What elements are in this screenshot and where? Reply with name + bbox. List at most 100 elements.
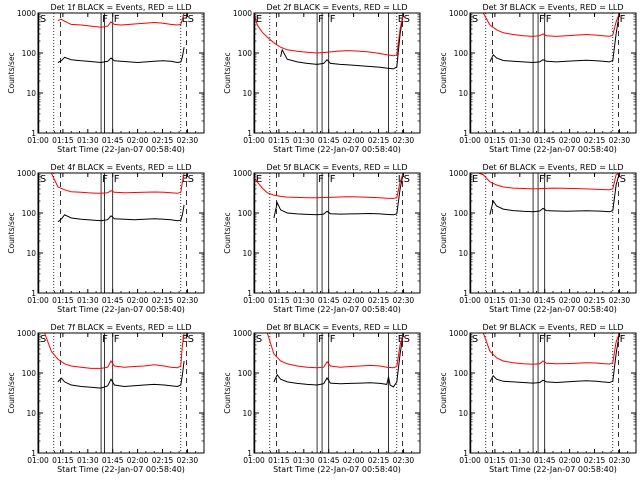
series-lld-line [470,173,620,191]
x-tick-label: 01:15 [52,136,74,145]
y-tick-label: 100 [22,209,37,218]
x-tick-label: 02:15 [152,456,174,465]
y-tick-label: 1000 [449,169,468,178]
marker-label: F [330,334,336,345]
x-tick-label: 02:15 [368,136,390,145]
marker-label: F [318,14,324,25]
x-tick-label: 02:30 [609,136,631,145]
y-tick-label: 1 [463,449,468,458]
y-axis-label: Counts/sec [439,372,448,413]
x-tick-label: 02:30 [177,136,199,145]
panel-title: Det 1f BLACK = Events, RED = LLD [50,3,191,12]
series-lld-line [254,173,404,199]
y-tick-label: 100 [238,369,253,378]
y-tick-label: 100 [238,49,253,58]
y-axis-label: Counts/sec [223,372,232,413]
series-events-line [57,360,185,389]
x-tick-label: 01:45 [534,136,556,145]
series-events-line [57,47,185,64]
y-tick-label: 1 [463,289,468,298]
y-tick-label: 1 [247,129,252,138]
marker-label: E [256,14,262,25]
y-tick-label: 100 [22,369,37,378]
y-tick-label: 1 [31,129,36,138]
x-tick-label: 01:15 [484,136,506,145]
y-axis-label: Counts/sec [7,372,16,413]
x-axis-label: Start Time (22-Jan-07 00:58:40) [273,305,401,314]
y-tick-label: 1000 [233,329,252,338]
x-tick-label: 01:30 [77,296,99,305]
marker-label: S [188,174,194,185]
y-tick-label: 1000 [449,329,468,338]
y-tick-label: 1000 [17,9,36,18]
marker-label: S [472,14,478,25]
x-tick-label: 02:00 [127,136,149,145]
panel-title: Det 6f BLACK = Events, RED = LLD [482,163,623,172]
y-tick-label: 10 [26,409,36,418]
x-tick-label: 02:30 [609,456,631,465]
marker-label: E [182,14,188,25]
y-tick-label: 1000 [17,169,36,178]
series-lld-line [44,333,185,369]
marker-label: F [539,334,545,345]
y-tick-label: 1000 [449,9,468,18]
panel-title: Det 2f BLACK = Events, RED = LLD [266,3,407,12]
marker-label: E [256,174,262,185]
x-tick-label: 01:15 [268,296,290,305]
y-tick-label: 1 [247,289,252,298]
marker-label: E [182,174,188,185]
x-axis-label: Start Time (22-Jan-07 00:58:40) [489,305,617,314]
y-tick-label: 100 [454,369,469,378]
x-tick-label: 02:15 [152,136,174,145]
x-tick-label: 02:00 [559,136,581,145]
y-tick-label: 1 [247,449,252,458]
marker-label: S [404,174,410,185]
x-axis-label: Start Time (22-Jan-07 00:58:40) [57,465,185,474]
y-axis-label: Counts/sec [439,52,448,93]
marker-label: S [188,14,194,25]
y-axis-label: Counts/sec [223,212,232,253]
y-axis-label: Counts/sec [223,52,232,93]
x-tick-label: 01:45 [534,456,556,465]
marker-label: S [40,174,46,185]
y-tick-label: 100 [238,209,253,218]
marker-label: F [546,174,552,185]
y-tick-label: 10 [26,89,36,98]
panel-det-6f: Det 6f BLACK = Events, RED = LLD E F F S 01:0… [439,163,637,314]
x-tick-label: 01:30 [77,136,99,145]
x-tick-label: 01:30 [293,296,315,305]
marker-label: F [620,334,626,345]
marker-label: S [256,334,262,345]
y-tick-label: 1 [31,449,36,458]
y-tick-label: 10 [458,249,468,258]
marker-label: F [620,14,626,25]
x-tick-label: 02:00 [343,296,365,305]
x-tick-label: 02:30 [609,296,631,305]
y-axis-label: Counts/sec [7,212,16,253]
y-tick-label: 100 [22,49,37,58]
marker-label: F [318,174,324,185]
series-lld-line [254,13,404,57]
marker-label: E [398,14,404,25]
marker-label: S [40,14,46,25]
x-axis-label: Start Time (22-Jan-07 00:58:40) [273,145,401,154]
marker-label: F [539,174,545,185]
x-tick-label: 02:15 [584,136,606,145]
marker-label: F [318,334,324,345]
panel-title: Det 4f BLACK = Events, RED = LLD [50,163,191,172]
x-tick-label: 01:00 [243,456,265,465]
y-tick-label: 10 [458,89,468,98]
series-events-line [273,173,404,219]
x-tick-label: 01:45 [318,456,340,465]
x-tick-label: 02:00 [343,456,365,465]
x-axis-label: Start Time (22-Jan-07 00:58:40) [57,145,185,154]
y-tick-label: 1000 [17,329,36,338]
marker-label: F [102,174,108,185]
x-tick-label: 02:00 [127,296,149,305]
x-tick-label: 01:30 [293,456,315,465]
